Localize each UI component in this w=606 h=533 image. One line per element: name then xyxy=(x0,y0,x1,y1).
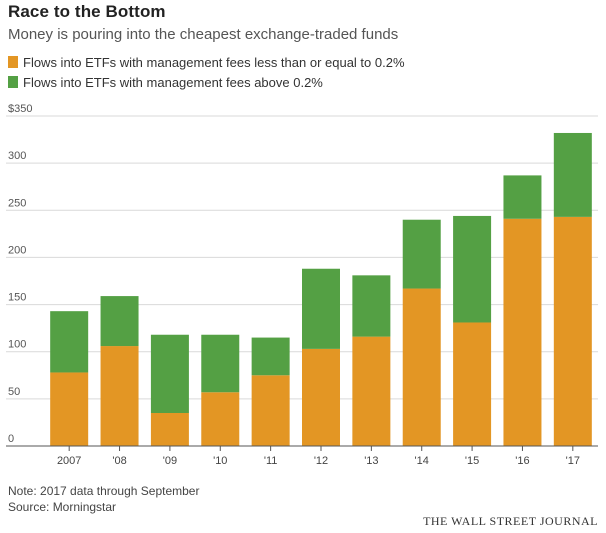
legend-swatch-high-fee xyxy=(8,76,18,88)
x-tick-label: '17 xyxy=(566,455,580,467)
bar-segment-low-fee xyxy=(251,375,290,446)
bar-segment-high-fee xyxy=(150,334,189,413)
bar-segment-low-fee xyxy=(50,372,89,446)
y-tick-label: 300 xyxy=(8,150,26,162)
y-tick-label: 150 xyxy=(8,292,26,304)
bar-segment-low-fee xyxy=(201,392,240,446)
y-tick-label: 250 xyxy=(8,197,26,209)
bar-segment-low-fee xyxy=(100,346,139,446)
bar-segment-high-fee xyxy=(251,337,290,376)
x-tick-label: '08 xyxy=(112,455,126,467)
bar-segment-high-fee xyxy=(503,175,542,219)
source-line: Source: Morningstar xyxy=(8,500,117,514)
bar-segment-low-fee xyxy=(553,216,592,446)
bar-segment-low-fee xyxy=(402,288,441,446)
publisher-logo: THE WALL STREET JOURNAL xyxy=(423,514,598,528)
legend-swatch-low-fee xyxy=(8,56,18,68)
x-tick-label: '10 xyxy=(213,455,227,467)
y-tick-label: $350 xyxy=(8,103,32,115)
x-tick-label: 2007 xyxy=(57,455,81,467)
x-tick-label: '16 xyxy=(515,455,529,467)
bar-segment-high-fee xyxy=(453,215,492,323)
bar-segment-high-fee xyxy=(352,275,391,337)
x-tick-label: '12 xyxy=(314,455,328,467)
legend: Flows into ETFs with management fees les… xyxy=(8,52,405,92)
x-tick-label: '11 xyxy=(264,455,278,467)
bar-segment-high-fee xyxy=(553,132,592,217)
chart-title: Race to the Bottom xyxy=(8,2,166,21)
y-tick-label: 50 xyxy=(8,386,20,398)
legend-item-high-fee: Flows into ETFs with management fees abo… xyxy=(8,72,405,92)
x-tick-label: '15 xyxy=(465,455,479,467)
bar-segment-high-fee xyxy=(402,219,441,289)
bar-segment-low-fee xyxy=(150,413,189,446)
chart-subtitle: Money is pouring into the cheapest excha… xyxy=(8,26,399,43)
x-tick-label: '14 xyxy=(415,455,429,467)
bar-segment-high-fee xyxy=(50,311,89,373)
bar-segment-high-fee xyxy=(201,334,240,393)
bar-segment-low-fee xyxy=(503,218,542,446)
y-tick-label: 200 xyxy=(8,244,26,256)
y-tick-label: 100 xyxy=(8,339,26,351)
y-tick-label: 0 xyxy=(8,433,14,445)
bar-segment-high-fee xyxy=(302,268,340,349)
legend-item-low-fee: Flows into ETFs with management fees les… xyxy=(8,52,405,72)
legend-label-high-fee: Flows into ETFs with management fees abo… xyxy=(23,74,323,90)
legend-label-low-fee: Flows into ETFs with management fees les… xyxy=(23,54,405,70)
bar-segment-low-fee xyxy=(352,336,391,446)
footnote: Note: 2017 data through September xyxy=(8,484,200,498)
bar-segment-high-fee xyxy=(100,296,139,347)
x-tick-label: '09 xyxy=(163,455,177,467)
stacked-bar-chart: $350 300 250 200 150 100 50 0 2007 '08 '09 '10 '11 '1… xyxy=(6,103,598,467)
bar-segment-low-fee xyxy=(302,348,340,446)
x-tick-label: '13 xyxy=(364,455,378,467)
bar-segment-low-fee xyxy=(453,322,492,446)
